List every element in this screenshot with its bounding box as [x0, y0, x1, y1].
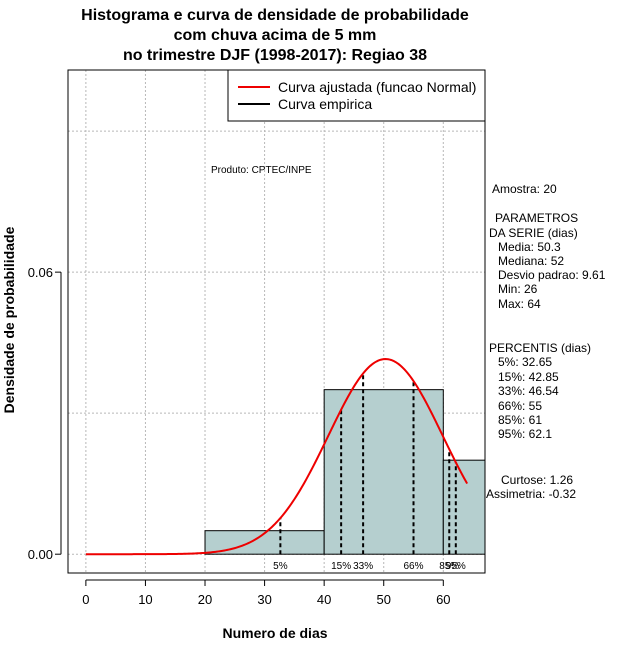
- x-tick-label: 0: [82, 592, 89, 607]
- percentile-line: 15%: 42.85: [498, 370, 559, 384]
- stat-skewness: Assimetria: -0.32: [486, 487, 576, 501]
- histogram-bar: [323, 389, 444, 555]
- x-tick-label: 10: [138, 592, 152, 607]
- percentiles-title: PERCENTIS (dias): [489, 341, 591, 355]
- x-axis-title: Numero de dias: [222, 625, 327, 641]
- percentile-line: 66%: 55: [498, 399, 542, 413]
- stat-std-dev: Desvio padrao: 9.61: [498, 268, 606, 282]
- legend: Curva ajustada (funcao Normal) Curva emp…: [227, 69, 486, 122]
- legend-label-fitted: Curva ajustada (funcao Normal): [278, 79, 476, 95]
- y-tick-label: 0.00: [28, 547, 53, 562]
- percentile-line: 5%: 32.65: [498, 355, 552, 369]
- stat-min: Min: 26: [498, 282, 538, 296]
- percentile-marker-label: 95%: [446, 561, 466, 572]
- stat-median: Mediana: 52: [498, 254, 564, 268]
- percentile-marker-label: 85%: [439, 561, 459, 572]
- legend-box: [227, 69, 486, 122]
- x-tick-label: 60: [436, 592, 450, 607]
- parameters-subtitle: DA SERIE (dias): [489, 226, 578, 240]
- percentile-markers: 5% 15% 33% 66% 85%95%: [273, 373, 466, 572]
- fitted-normal-curve: [85, 358, 469, 556]
- sample-size: Amostra: 20: [492, 182, 557, 196]
- percentile-marker-label: 33%: [353, 561, 373, 572]
- axes: 0 10 20 30 40 50 60 0.00 0.06: [28, 265, 451, 607]
- histogram-bars: [204, 389, 486, 555]
- percentile-line: 85%: 61: [498, 413, 542, 427]
- x-tick-label: 30: [257, 592, 271, 607]
- percentile-marker-label: 5%: [273, 561, 288, 572]
- x-tick-label: 40: [317, 592, 331, 607]
- x-tick-label: 20: [198, 592, 212, 607]
- chart-title-line-1: Histograma e curva de densidade de proba…: [81, 7, 469, 24]
- stat-kurtosis: Curtose: 1.26: [501, 473, 573, 487]
- legend-label-empirical: Curva empirica: [278, 96, 372, 112]
- percentile-line: 95%: 62.1: [498, 427, 552, 441]
- percentile-marker-label: 66%: [404, 561, 424, 572]
- x-tick-label: 50: [376, 592, 390, 607]
- product-annotation: Produto: CPTEC/INPE: [211, 165, 312, 176]
- fitted-curve-layer: [85, 358, 469, 556]
- stat-max: Max: 64: [498, 297, 541, 311]
- statistics-panel: Amostra: 20 PARAMETROS DA SERIE (dias) M…: [486, 182, 606, 501]
- chart-title-line-3: no trimestre DJF (1998-2017): Regiao 38: [123, 47, 427, 64]
- percentile-line: 33%: 46.54: [498, 384, 559, 398]
- chart-title-line-2: com chuva acima de 5 mm: [174, 27, 377, 44]
- y-tick-label: 0.06: [28, 265, 53, 280]
- y-axis-title: Densidade de probabilidade: [1, 226, 17, 413]
- percentile-marker-label: 15%: [331, 561, 351, 572]
- stat-mean: Media: 50.3: [498, 240, 561, 254]
- parameters-title: PARAMETROS: [495, 211, 578, 225]
